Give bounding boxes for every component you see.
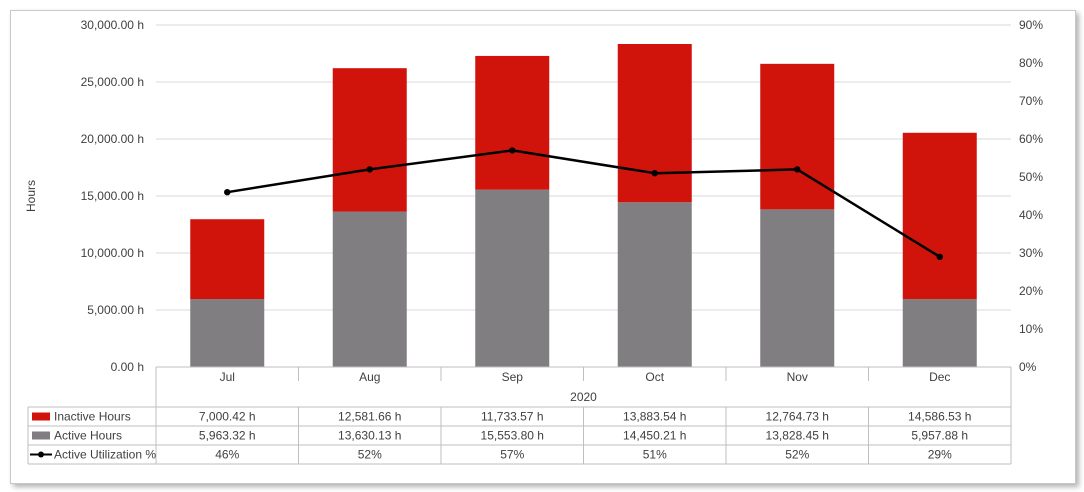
bar-active-hours bbox=[902, 299, 977, 367]
bar-inactive-hours bbox=[617, 43, 692, 203]
y2-tick-label: 20% bbox=[1019, 284, 1043, 298]
bar-active-hours bbox=[190, 299, 265, 367]
marker-active-utilization bbox=[366, 166, 373, 173]
marker-active-utilization bbox=[794, 166, 801, 173]
data-table-value: 5,963.32 h bbox=[199, 429, 256, 443]
data-table-value: 14,450.21 h bbox=[623, 429, 686, 443]
data-table-value: 7,000.42 h bbox=[199, 410, 256, 424]
legend-key-active-hours bbox=[32, 431, 50, 440]
data-table-value: 14,586.53 h bbox=[908, 410, 971, 424]
y2-tick-label: 80% bbox=[1019, 56, 1043, 70]
line-active-utilization bbox=[227, 149, 941, 258]
marker-active-utilization bbox=[509, 147, 516, 154]
bar-active-hours bbox=[617, 202, 692, 367]
data-table-value: 57% bbox=[500, 448, 524, 462]
bar-active-hours bbox=[760, 209, 835, 367]
chart-frame: 0.00 h 5,000.00 h 10,000.00 h 15,000.00 h 20… bbox=[10, 10, 1076, 484]
data-table-value: 5,957.88 h bbox=[911, 429, 968, 443]
y2-tick-label: 0% bbox=[1019, 360, 1037, 374]
y2-tick-label: 90% bbox=[1019, 18, 1043, 32]
bar-inactive-hours bbox=[902, 132, 977, 300]
marker-active-utilization bbox=[936, 253, 943, 260]
bar-inactive-hours bbox=[760, 63, 835, 210]
data-table-value: 15,553.80 h bbox=[481, 429, 544, 443]
data-table-value: 46% bbox=[215, 448, 239, 462]
x-tick-label: Oct bbox=[645, 370, 664, 384]
y2-tick-label: 50% bbox=[1019, 170, 1043, 184]
x-tick-label: Nov bbox=[787, 370, 808, 384]
data-table-value: 12,764.73 h bbox=[766, 410, 829, 424]
x-group-label: 2020 bbox=[570, 390, 597, 404]
data-table-value: 13,828.45 h bbox=[766, 429, 829, 443]
data-table-value: 13,630.13 h bbox=[338, 429, 401, 443]
y2-tick-label: 60% bbox=[1019, 132, 1043, 146]
bar-inactive-hours bbox=[475, 55, 550, 190]
y-tick-label: 5,000.00 h bbox=[87, 303, 144, 317]
marker-active-utilization bbox=[224, 189, 231, 196]
y-tick-label: 0.00 h bbox=[111, 360, 144, 374]
bar-inactive-hours bbox=[332, 68, 407, 212]
combo-chart: 0.00 h 5,000.00 h 10,000.00 h 15,000.00 h 20… bbox=[24, 18, 1043, 465]
data-table-value: 51% bbox=[643, 448, 667, 462]
x-tick-label: Sep bbox=[502, 370, 524, 384]
data-table-value: 29% bbox=[928, 448, 952, 462]
y-tick-label: 30,000.00 h bbox=[81, 18, 144, 32]
y-tick-label: 10,000.00 h bbox=[81, 246, 144, 260]
legend-label: Active Utilization % bbox=[54, 448, 156, 462]
data-table-value: 52% bbox=[785, 448, 809, 462]
bar-active-hours bbox=[475, 189, 550, 367]
x-tick-label: Dec bbox=[929, 370, 950, 384]
data-table-value: 13,883.54 h bbox=[623, 410, 686, 424]
bar-inactive-hours bbox=[190, 219, 265, 300]
y2-tick-label: 10% bbox=[1019, 322, 1043, 336]
bar-active-hours bbox=[332, 211, 407, 367]
y-tick-label: 25,000.00 h bbox=[81, 75, 144, 89]
y2-tick-label: 40% bbox=[1019, 208, 1043, 222]
y-tick-label: 15,000.00 h bbox=[81, 189, 144, 203]
data-table-value: 11,733.57 h bbox=[481, 410, 544, 424]
data-table-value: 12,581.66 h bbox=[338, 410, 401, 424]
legend-key-inactive-hours bbox=[32, 412, 50, 421]
y2-tick-label: 70% bbox=[1019, 94, 1043, 108]
x-tick-label: Aug bbox=[359, 370, 380, 384]
y-axis-title: Hours bbox=[24, 180, 38, 212]
marker-active-utilization bbox=[651, 170, 658, 177]
legend-label: Inactive Hours bbox=[54, 410, 131, 424]
y-tick-label: 20,000.00 h bbox=[81, 132, 144, 146]
data-table-value: 52% bbox=[358, 448, 382, 462]
y2-tick-label: 30% bbox=[1019, 246, 1043, 260]
legend-key-marker bbox=[38, 451, 44, 458]
x-tick-label: Jul bbox=[220, 370, 235, 384]
legend-label: Active Hours bbox=[54, 429, 122, 443]
